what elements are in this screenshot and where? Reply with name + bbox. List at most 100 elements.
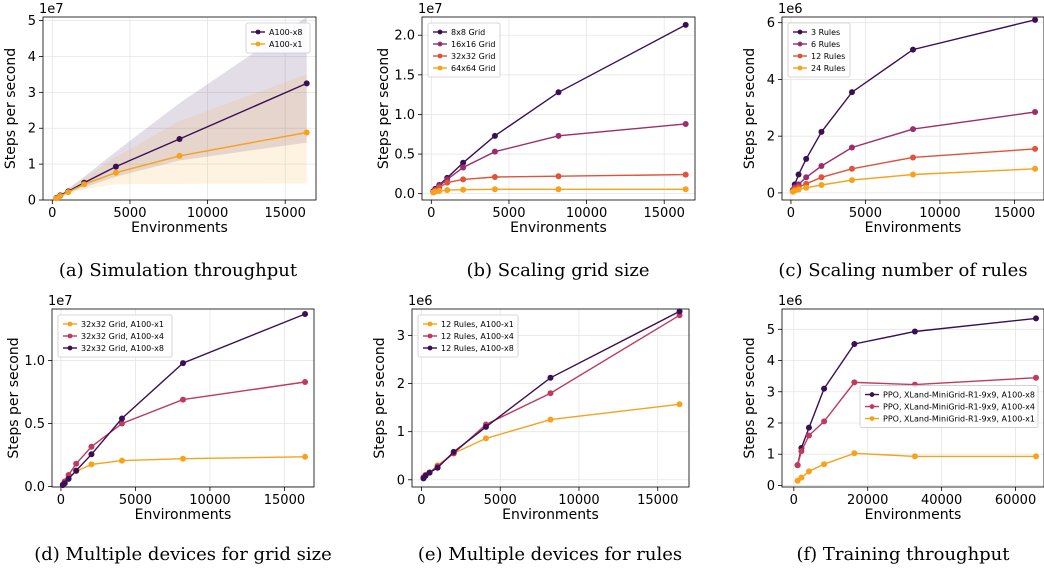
- legend-label: 16x16 Grid: [451, 40, 495, 49]
- panel-caption: (c) Scaling number of rules: [778, 260, 1027, 281]
- legend-marker: [255, 29, 261, 35]
- x-tick-label: 5000: [849, 206, 882, 221]
- panel-caption: (f) Training throughput: [796, 544, 1010, 565]
- y-tick-label: 1: [397, 425, 405, 440]
- legend-marker: [427, 333, 433, 339]
- data-point: [555, 186, 562, 193]
- data-point: [555, 132, 562, 139]
- y-tick-label: 1: [767, 448, 775, 463]
- legend-label: 32x32 Grid: [451, 52, 495, 61]
- x-tick-label: 20000: [847, 493, 888, 508]
- data-point: [676, 308, 683, 315]
- data-point: [676, 401, 683, 408]
- y-tick-label: 3: [397, 329, 405, 344]
- legend: 3 Rules 6 Rules 12 Rules 24 Rules: [787, 22, 851, 78]
- x-tick-label: 0: [417, 493, 425, 508]
- legend-marker: [869, 404, 875, 409]
- legend-label: A100-x1: [269, 40, 302, 49]
- data-point: [118, 415, 125, 422]
- x-tick-label: 10000: [919, 206, 960, 221]
- data-point: [303, 129, 310, 136]
- legend-label: 12 Rules, A100-x4: [441, 332, 514, 341]
- data-point: [426, 469, 433, 476]
- data-point: [798, 474, 805, 481]
- data-point: [302, 453, 309, 460]
- legend-marker: [797, 29, 803, 35]
- legend-box: [57, 314, 173, 358]
- data-point: [1032, 16, 1039, 23]
- data-point: [848, 144, 855, 151]
- data-point: [910, 46, 916, 53]
- plot-frame: [781, 16, 1044, 201]
- chart-panel-4: 0 5000 10000 15000 0.0 0.5 1.0 1e7 Environments S…: [6, 294, 332, 565]
- data-point: [547, 416, 554, 423]
- legend-marker: [869, 416, 875, 421]
- data-point: [73, 460, 80, 467]
- data-point: [65, 475, 72, 482]
- y-tick-label: 5: [767, 323, 775, 338]
- data-point: [491, 132, 498, 139]
- legend-marker: [427, 321, 433, 327]
- legend-marker: [67, 321, 73, 327]
- y-tick-label: 2: [767, 130, 775, 145]
- data-point: [851, 340, 858, 347]
- legend-label: A100-x8: [269, 28, 302, 37]
- y-offset-label: 1e6: [778, 2, 803, 17]
- legend-marker: [67, 345, 73, 351]
- legend-marker: [437, 41, 443, 47]
- data-point: [180, 396, 186, 403]
- data-point: [682, 21, 689, 28]
- legend-marker: [255, 41, 261, 47]
- data-point: [460, 186, 467, 193]
- legend-label: 12 Rules: [811, 52, 845, 61]
- panel-caption: (a) Simulation throughput: [59, 260, 298, 281]
- x-tick-label: 10000: [189, 493, 230, 508]
- y-axis-title: Steps per second: [376, 48, 392, 169]
- data-point: [460, 176, 467, 183]
- plot-frame: [411, 308, 690, 488]
- legend-label: PPO, XLand-MiniGrid-R1-9x9, A100-x8: [883, 391, 1035, 400]
- data-point: [88, 443, 95, 450]
- legend-marker: [797, 65, 803, 71]
- data-point: [422, 472, 429, 479]
- chart-panel-5: 0 5000 10000 15000 0 1 2 3 1e6 Environments Steps …: [372, 294, 690, 565]
- data-point: [547, 374, 554, 381]
- x-axis-title: Environments: [865, 220, 962, 236]
- data-point: [112, 169, 119, 176]
- data-point: [682, 171, 689, 178]
- data-point: [682, 186, 689, 193]
- data-point: [818, 181, 825, 188]
- panel-caption: (e) Multiple devices for rules: [418, 544, 682, 565]
- x-axis-title: Environments: [131, 220, 228, 236]
- legend-marker: [437, 29, 443, 35]
- y-tick-label: 4: [767, 73, 775, 88]
- x-tick-label: 15000: [994, 206, 1035, 221]
- legend-marker: [67, 333, 73, 339]
- legend: PPO, XLand-MiniGrid-R1-9x9, A100-x8 PPO, …: [859, 385, 1039, 428]
- legend-marker: [797, 41, 803, 47]
- data-point: [911, 328, 918, 335]
- x-tick-label: 10000: [566, 206, 607, 221]
- data-point: [803, 184, 810, 191]
- legend-label: 3 Rules: [811, 28, 840, 37]
- legend-label: PPO, XLand-MiniGrid-R1-9x9, A100-x1: [883, 415, 1035, 424]
- data-point: [1032, 109, 1039, 116]
- data-point: [848, 89, 855, 96]
- legend-label: PPO, XLand-MiniGrid-R1-9x9, A100-x4: [883, 403, 1035, 412]
- legend-box: [787, 22, 851, 78]
- y-tick-label: 2.0: [394, 29, 415, 44]
- y-tick-label: 1.0: [24, 354, 45, 369]
- data-point: [803, 155, 810, 162]
- legend-label: 32x32 Grid, A100-x8: [81, 344, 164, 353]
- data-point: [180, 455, 186, 462]
- y-tick-label: 1.5: [394, 68, 415, 83]
- y-tick-label: 1.0: [394, 108, 415, 123]
- x-axis-title: Environments: [510, 220, 607, 236]
- x-axis-title: Environments: [135, 507, 232, 523]
- y-tick-label: 0: [767, 186, 775, 201]
- y-tick-label: 3: [767, 385, 775, 400]
- x-tick-label: 15000: [265, 206, 306, 221]
- y-tick-label: 0: [767, 479, 775, 494]
